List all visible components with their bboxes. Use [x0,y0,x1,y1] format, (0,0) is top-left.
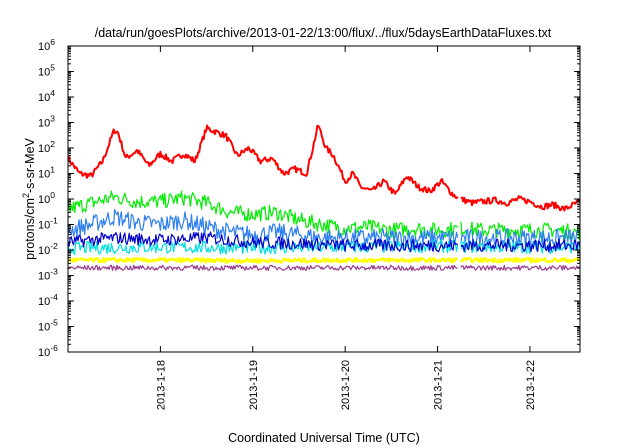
x-tick-label: 2013-1-22 [525,360,537,410]
series-segment [68,124,459,200]
y-axis-label: protons/cm2-s-sr-MeV [21,137,37,259]
y-tick-label: 102 [38,139,55,155]
y-tick-label: 106 [38,37,55,53]
x-tick-label: 2013-1-18 [155,360,167,410]
y-tick-label: 101 [38,165,55,181]
series-segment [460,264,580,271]
x-tick-label: 2013-1-21 [433,360,445,410]
x-axis-label: Coordinated Universal Time (UTC) [228,431,420,445]
y-tick-label: 10-2 [38,241,58,257]
series-segment [68,208,459,248]
y-tick-label: 10-1 [38,216,58,232]
x-axis: 2013-1-18 2013-1-19 2013-1-20 2013-1-21 2013… [155,46,537,410]
series-segment [68,264,458,271]
plot-frame [67,45,581,353]
y-tick-label: 10-6 [38,343,58,359]
y-tick-label: 10-4 [38,292,58,308]
series-line [68,231,580,253]
y-tick-label: 100 [38,190,55,206]
y-label-suffix: -s-sr-MeV [23,137,37,193]
series-line [68,256,580,264]
series-segment [68,256,459,264]
series-segment [68,231,459,253]
y-tick-label: 10-3 [38,267,58,283]
y-label-prefix: protons/cm [23,198,37,260]
series-line [68,124,580,212]
x-tick-label: 2013-1-20 [340,360,352,410]
series-line [68,264,580,271]
series-segment [460,221,580,240]
y-tick-label: 103 [38,114,55,130]
y-tick-label: 104 [38,88,55,104]
y-label-superscript: 2 [21,193,31,198]
plot-area [68,124,580,271]
y-tick-label: 105 [38,63,55,79]
y-axis: 10-6 10-5 10-4 10-3 10-2 10-1 100 101 102 103 104 1… [38,37,580,359]
y-tick-label: 10-5 [38,318,58,334]
chart-title: /data/run/goesPlots/archive/2013-01-22/1… [95,26,552,40]
series-segment [460,240,580,255]
series-segment [460,238,580,253]
x-tick-label: 2013-1-19 [248,360,260,410]
series-segment [459,256,580,264]
series-segment [460,195,580,212]
